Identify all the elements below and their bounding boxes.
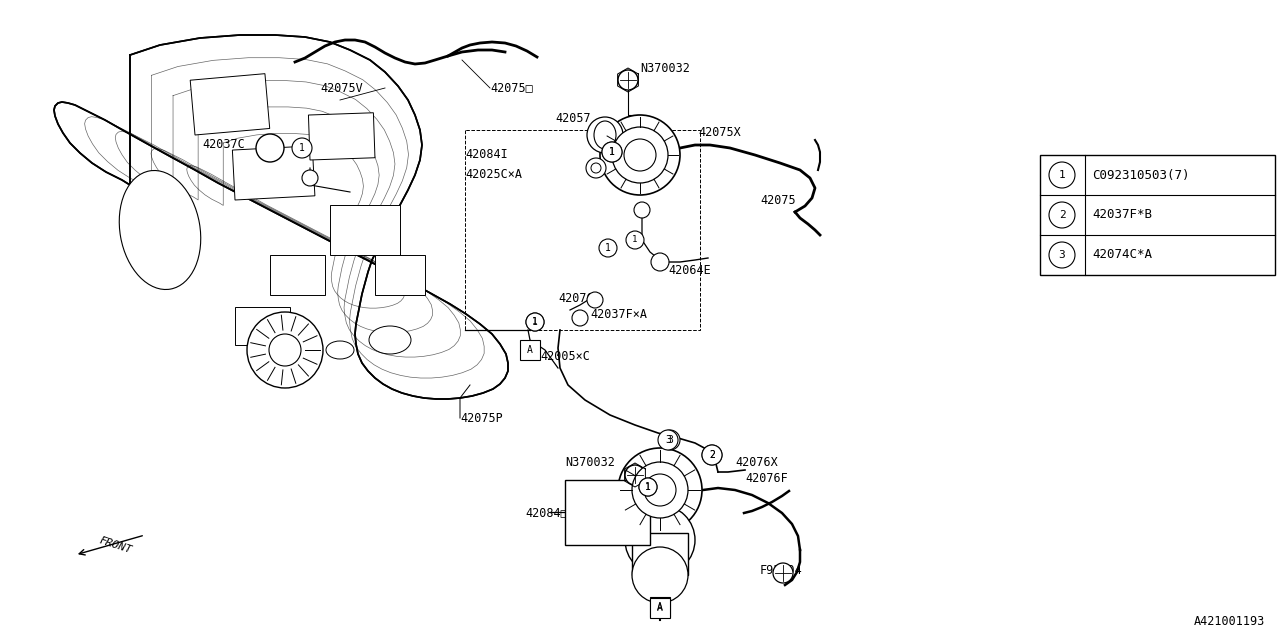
Circle shape — [626, 231, 644, 249]
Text: 42037F×A: 42037F×A — [590, 308, 646, 321]
Bar — [650, 598, 669, 618]
Text: FRONT: FRONT — [97, 535, 133, 555]
Text: 42076P: 42076P — [558, 291, 600, 305]
Ellipse shape — [326, 341, 355, 359]
Circle shape — [618, 448, 701, 532]
Text: N370032: N370032 — [564, 456, 614, 468]
Bar — [520, 340, 540, 360]
Ellipse shape — [594, 121, 616, 149]
Ellipse shape — [119, 170, 201, 289]
Bar — [1039, 155, 1275, 275]
Circle shape — [701, 445, 722, 465]
Polygon shape — [54, 35, 508, 399]
Circle shape — [612, 127, 668, 183]
Bar — [330, 205, 399, 255]
Text: A421001193: A421001193 — [1194, 615, 1265, 628]
Text: 1: 1 — [609, 147, 614, 157]
Text: 3: 3 — [666, 435, 671, 445]
Circle shape — [588, 117, 623, 153]
Text: 42037F*B: 42037F*B — [1092, 209, 1152, 221]
Circle shape — [588, 292, 603, 308]
Bar — [308, 113, 375, 160]
Text: 3: 3 — [667, 435, 673, 445]
Text: 42064E: 42064E — [668, 264, 710, 276]
Bar — [375, 255, 425, 295]
Circle shape — [625, 465, 645, 485]
Circle shape — [632, 462, 689, 518]
Text: 1: 1 — [300, 143, 305, 153]
Text: N370032: N370032 — [640, 61, 690, 74]
Circle shape — [618, 70, 637, 90]
Text: 42074C*A: 42074C*A — [1092, 248, 1152, 262]
Circle shape — [526, 313, 544, 331]
Circle shape — [602, 142, 622, 162]
Text: 42075X: 42075X — [698, 125, 741, 138]
Circle shape — [572, 310, 588, 326]
Text: A: A — [657, 603, 663, 613]
Text: 1: 1 — [532, 317, 538, 327]
Bar — [191, 74, 270, 135]
Bar — [564, 480, 650, 545]
Text: 42075V: 42075V — [320, 81, 362, 95]
Text: 42025C×A: 42025C×A — [465, 168, 522, 182]
Circle shape — [639, 478, 657, 496]
Bar — [236, 307, 291, 345]
Text: F92404: F92404 — [760, 563, 803, 577]
Text: 42076F: 42076F — [745, 472, 787, 484]
Text: 42057: 42057 — [556, 111, 590, 125]
Text: 1: 1 — [609, 147, 614, 157]
Text: 1: 1 — [1059, 170, 1065, 180]
Text: 42075P: 42075P — [460, 412, 503, 424]
Circle shape — [652, 253, 669, 271]
Text: C092310503(7): C092310503(7) — [1092, 168, 1189, 182]
Circle shape — [660, 430, 680, 450]
Circle shape — [773, 563, 794, 583]
Bar — [233, 146, 315, 200]
Circle shape — [599, 239, 617, 257]
Circle shape — [602, 142, 622, 162]
Text: 2: 2 — [709, 450, 716, 460]
Text: 1: 1 — [532, 317, 538, 326]
Text: A: A — [657, 602, 663, 612]
Text: 42075□: 42075□ — [490, 81, 532, 95]
Text: 1: 1 — [632, 236, 637, 244]
Circle shape — [625, 139, 657, 171]
Ellipse shape — [369, 326, 411, 354]
Circle shape — [1050, 242, 1075, 268]
Text: 1: 1 — [645, 482, 652, 492]
Text: 1: 1 — [605, 243, 611, 253]
Text: 2: 2 — [1059, 210, 1065, 220]
Circle shape — [639, 478, 657, 496]
Circle shape — [526, 313, 544, 331]
Circle shape — [625, 505, 695, 575]
Text: 3: 3 — [1059, 250, 1065, 260]
Text: 42076X: 42076X — [735, 456, 778, 468]
Text: 2: 2 — [709, 450, 716, 460]
Circle shape — [1050, 202, 1075, 228]
Circle shape — [658, 430, 678, 450]
Text: 1: 1 — [645, 483, 650, 492]
Bar — [650, 597, 669, 617]
Circle shape — [256, 134, 284, 162]
Circle shape — [600, 115, 680, 195]
Circle shape — [269, 334, 301, 366]
Text: 42037C: 42037C — [202, 138, 244, 152]
Circle shape — [644, 474, 676, 506]
Bar — [632, 533, 689, 575]
Bar — [270, 255, 325, 295]
Text: 42005×C: 42005×C — [540, 351, 590, 364]
Circle shape — [292, 138, 312, 158]
Circle shape — [247, 312, 323, 388]
Text: A: A — [527, 345, 532, 355]
Circle shape — [634, 202, 650, 218]
Circle shape — [632, 547, 689, 603]
Circle shape — [591, 163, 602, 173]
Circle shape — [701, 445, 722, 465]
Text: 42075: 42075 — [760, 193, 796, 207]
Text: 42084□: 42084□ — [525, 506, 568, 520]
Circle shape — [1050, 162, 1075, 188]
Circle shape — [586, 158, 605, 178]
Text: 42084I: 42084I — [465, 148, 508, 161]
Circle shape — [302, 170, 317, 186]
